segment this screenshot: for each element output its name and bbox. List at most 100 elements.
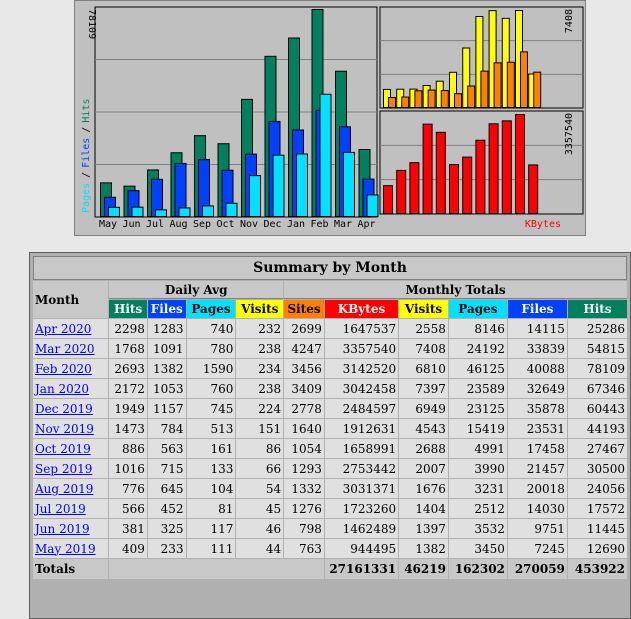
sites-bar [480,70,489,108]
daily-hits-cell: 566 [109,499,147,518]
daily-files-cell: 645 [147,479,186,498]
month-cell: Jan 2020 [33,379,109,398]
monthly-sites-cell: 1293 [284,459,324,478]
monthly-hits-cell: 12690 [567,539,627,558]
monthly-sites-cell: 763 [284,539,324,558]
table-row: Oct 2019 886 563 161 86 1054 1658991 2688 4991 17… [33,439,627,458]
daily-pages-cell: 104 [186,479,236,498]
daily-visits-cell: 44 [236,539,284,558]
month-link[interactable]: Apr 2020 [35,321,92,336]
pages-bar [343,151,355,217]
month-link[interactable]: Jan 2020 [35,381,90,396]
month-cell: Feb 2020 [33,359,109,378]
monthly-hits-cell: 54815 [567,339,627,358]
month-link[interactable]: Sep 2019 [35,461,93,476]
monthly-visits-cell: 6810 [399,359,448,378]
total-kbytes: 27161331 [324,559,399,579]
table-row: May 2019 409 233 111 44 763 944495 1382 3450 7245… [33,539,627,558]
daily-visits-header: Visits [236,300,284,318]
kbytes-bar [475,139,486,214]
monthly-files-cell: 14115 [507,319,567,338]
daily-files-cell: 1382 [147,359,186,378]
monthly-files-cell: 23531 [507,419,567,438]
sites-bar [506,61,515,108]
monthly-visits-cell: 7397 [399,379,448,398]
monthly-visits-cell: 4543 [399,419,448,438]
daily-avg-header: Daily Avg [109,281,284,299]
month-link[interactable]: Feb 2020 [35,361,92,376]
pages-bar [249,175,261,218]
daily-pages-cell: 760 [186,379,236,398]
monthly-files-cell: 35878 [507,399,567,418]
totals-row: Totals 27161331 46219 162302 270059 4539… [33,559,627,579]
daily-visits-cell: 54 [236,479,284,498]
daily-files-cell: 1157 [147,399,186,418]
monthly-sites-cell: 2778 [284,399,324,418]
daily-pages-cell: 117 [186,519,236,538]
pages-bar [272,154,285,218]
summary-table: Summary by Month Month Daily Avg Monthly… [32,255,628,580]
daily-files-cell: 1053 [147,379,186,398]
month-link[interactable]: Oct 2019 [35,441,91,456]
monthly-hits-cell: 17572 [567,499,627,518]
pages-bar [225,202,238,217]
sites-bar [388,97,396,109]
monthly-kbytes-cell: 3042458 [324,379,399,398]
summary-by-month-panel: Summary by Month Month Daily Avg Monthly… [29,252,631,619]
monthly-files-cell: 32649 [507,379,567,398]
monthly-visits-cell: 1676 [399,479,448,498]
table-row: Jul 2019 566 452 81 45 1276 1723260 1404 2512 140… [33,499,627,518]
monthly-sites-cell: 1054 [284,439,324,458]
pages-bar [319,93,332,217]
daily-files-cell: 1091 [147,339,186,358]
daily-hits-cell: 776 [109,479,147,498]
month-link[interactable]: Dec 2019 [35,401,93,416]
monthly-files-cell: 7245 [507,539,567,558]
month-link[interactable]: Nov 2019 [35,421,94,436]
month-tick-label: Jun [122,219,140,230]
month-tick-label: Oct [216,219,234,230]
monthly-pages-cell: 23125 [448,399,507,418]
daily-visits-cell: 238 [236,379,284,398]
monthly-pages-cell: 3532 [448,519,507,538]
visits-bar [462,47,471,108]
month-link[interactable]: Jun 2019 [35,521,90,536]
month-cell: Nov 2019 [33,419,109,438]
daily-hits-cell: 1473 [109,419,147,438]
monthly-visits-cell: 6949 [399,399,448,418]
totals-label: Totals [33,559,109,579]
month-tick-label: Jul [146,219,164,230]
month-link[interactable]: May 2019 [35,541,96,556]
hits-axis-legend-part: Files [81,138,92,168]
pages-bar [178,207,191,218]
monthly-sites-cell: 3456 [284,359,324,378]
sites-bar [414,90,423,108]
total-files: 270059 [507,559,567,579]
monthly-kbytes-cell: 1658991 [324,439,399,458]
monthly-pages-cell: 4991 [448,439,507,458]
table-row: Nov 2019 1473 784 513 151 1640 1912631 4543 1541… [33,419,627,438]
daily-pages-cell: 161 [186,439,236,458]
month-cell: Dec 2019 [33,399,109,418]
month-link[interactable]: Jul 2019 [35,501,86,516]
daily-files-cell: 563 [147,439,186,458]
visits-bar [449,71,457,109]
daily-hits-cell: 409 [109,539,147,558]
sites-bar [467,85,476,108]
daily-pages-cell: 81 [186,499,236,518]
month-link[interactable]: Aug 2019 [35,481,94,496]
month-link[interactable]: Mar 2020 [35,341,95,356]
daily-pages-cell: 111 [186,539,236,558]
daily-visits-cell: 224 [236,399,284,418]
daily-hits-cell: 1949 [109,399,147,418]
monthly-files-cell: 14030 [507,499,567,518]
monthly-pages-cell: 3231 [448,479,507,498]
month-tick-label: Feb [310,219,328,230]
month-column-header: Month [33,281,109,318]
sites-bar [427,89,436,108]
monthly-pages-cell: 24192 [448,339,507,358]
monthly-hits-cell: 67346 [567,379,627,398]
monthly-hits-cell: 27467 [567,439,627,458]
monthly-pages-cell: 3450 [448,539,507,558]
monthly-hits-cell: 60443 [567,399,627,418]
